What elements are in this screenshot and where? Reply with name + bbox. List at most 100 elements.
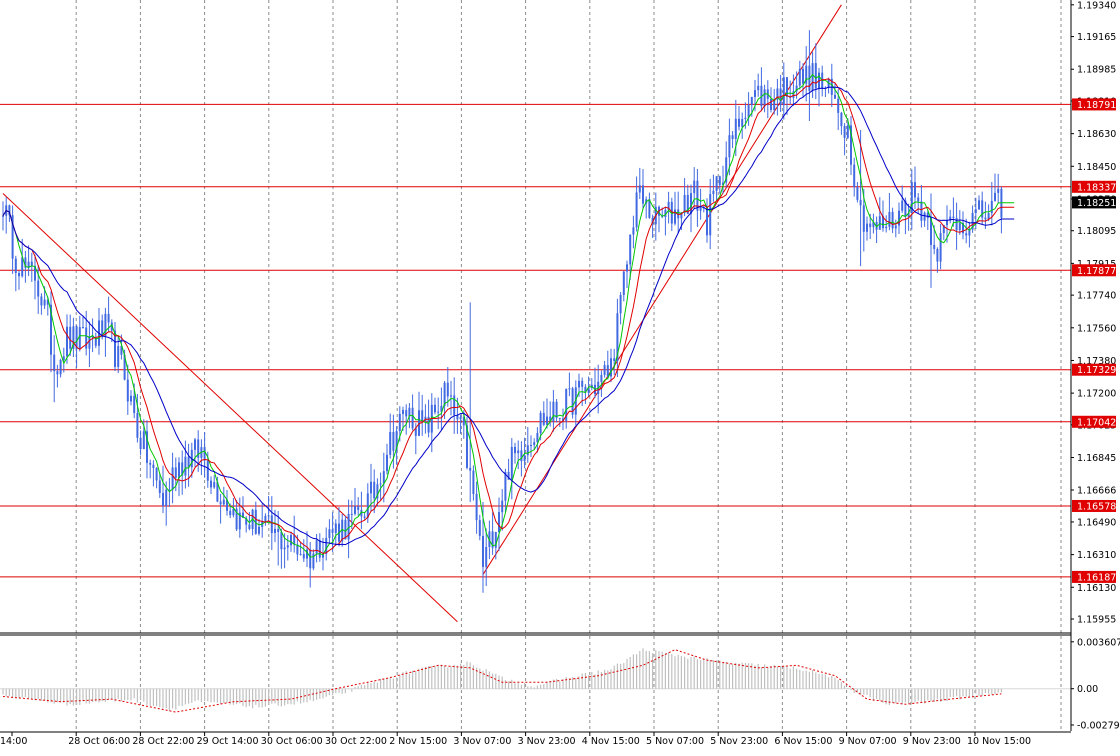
candle-body — [174, 467, 177, 478]
price-level-label: 1.18791 — [1077, 100, 1116, 111]
price-tick-label: 1.15955 — [1077, 615, 1116, 626]
price-level-label: 1.17329 — [1077, 365, 1116, 376]
candle-body — [741, 119, 744, 127]
candle-body — [514, 446, 516, 454]
candle-body — [738, 118, 740, 127]
candle-body — [843, 126, 846, 138]
candle-body — [232, 508, 235, 516]
current-price-tag — [1072, 196, 1116, 209]
candle-body — [59, 359, 62, 375]
candle-body — [178, 462, 180, 478]
candle-body — [283, 547, 286, 550]
candle-body — [517, 450, 520, 454]
candle-body — [542, 413, 545, 425]
candle-body — [686, 194, 689, 214]
candle-body — [142, 431, 145, 450]
candle-body — [405, 410, 408, 417]
candle-body — [286, 545, 289, 548]
candle-body — [110, 322, 113, 331]
candle-body — [613, 358, 616, 361]
candle-body — [322, 554, 324, 558]
candle-body — [331, 529, 334, 533]
current-price-label: 1.18251 — [1077, 198, 1116, 209]
candle-body — [350, 513, 353, 515]
candle-body — [197, 439, 200, 458]
candle-body — [363, 516, 366, 518]
candle-body — [206, 460, 209, 481]
price-level-tag — [1072, 499, 1116, 512]
candle-body — [642, 185, 644, 204]
candle-body — [638, 185, 641, 193]
candle-body — [258, 526, 260, 534]
candle-body — [901, 200, 904, 211]
candle-body — [408, 407, 411, 417]
candle-body — [773, 99, 776, 111]
candle-body — [962, 222, 964, 234]
candle-body — [8, 205, 11, 216]
candle-body — [885, 226, 888, 229]
candle-body — [306, 549, 308, 559]
price-tick-label: 1.19165 — [1077, 32, 1116, 43]
candle-body — [440, 405, 443, 412]
candle-body — [933, 244, 936, 249]
candle-body — [706, 207, 708, 236]
candle-body — [523, 455, 526, 462]
candle-body — [414, 428, 417, 436]
candle-body — [629, 234, 632, 265]
candle-body — [222, 499, 225, 505]
time-tick-label: 30 Oct 06:00 — [261, 736, 323, 747]
moving-averages — [2, 73, 1015, 558]
candle-body — [904, 200, 907, 217]
candle-body — [203, 447, 206, 461]
price-tick-label: 1.17740 — [1077, 291, 1116, 302]
candle-body — [974, 209, 977, 213]
candle-body — [782, 77, 785, 106]
time-tick-label: 30 Oct 22:00 — [325, 736, 387, 747]
candle-body — [565, 389, 568, 421]
indicator-panel — [0, 648, 1071, 713]
price-level-tag — [1072, 570, 1116, 583]
candle-body — [318, 540, 321, 558]
candle-body — [171, 467, 174, 490]
time-tick-label: 9 Nov 23:00 — [903, 736, 961, 747]
candle-body — [814, 63, 817, 89]
price-level-label: 1.17877 — [1077, 266, 1116, 277]
candle-body — [149, 462, 152, 465]
candle-body — [56, 371, 59, 375]
candle-body — [184, 456, 187, 476]
candle-body — [117, 346, 120, 367]
candle-body — [78, 327, 81, 350]
candle-body — [850, 125, 852, 165]
candle-body — [696, 180, 699, 211]
candle-body — [274, 528, 276, 534]
candle-body — [296, 544, 299, 555]
candle-body — [370, 481, 372, 494]
candle-body — [360, 509, 363, 517]
candle-body — [267, 515, 270, 517]
candle-body — [456, 415, 459, 420]
candle-body — [37, 280, 40, 297]
candle-body — [152, 464, 155, 468]
candle-body — [866, 223, 868, 232]
candle-body — [443, 382, 446, 406]
time-tick-label: 4 Nov 15:00 — [582, 736, 640, 747]
candle-body — [462, 416, 465, 426]
candle-body — [715, 176, 718, 191]
candle-body — [94, 337, 97, 346]
candle-body — [91, 335, 94, 338]
candle-body — [616, 313, 619, 361]
candle-body — [981, 200, 984, 218]
candle-body — [770, 98, 772, 111]
candle-body — [853, 164, 856, 188]
candle-body — [693, 180, 696, 194]
indicator-tick-label: 0.00 — [1077, 684, 1098, 695]
trendline[interactable] — [2, 193, 458, 623]
candle-body — [568, 388, 571, 390]
candle-body — [744, 117, 747, 120]
price-tick-label: 1.16130 — [1077, 583, 1116, 594]
candle-body — [920, 201, 923, 221]
candle-body — [539, 413, 542, 434]
candle-body — [53, 354, 56, 372]
candle-body — [798, 68, 801, 86]
